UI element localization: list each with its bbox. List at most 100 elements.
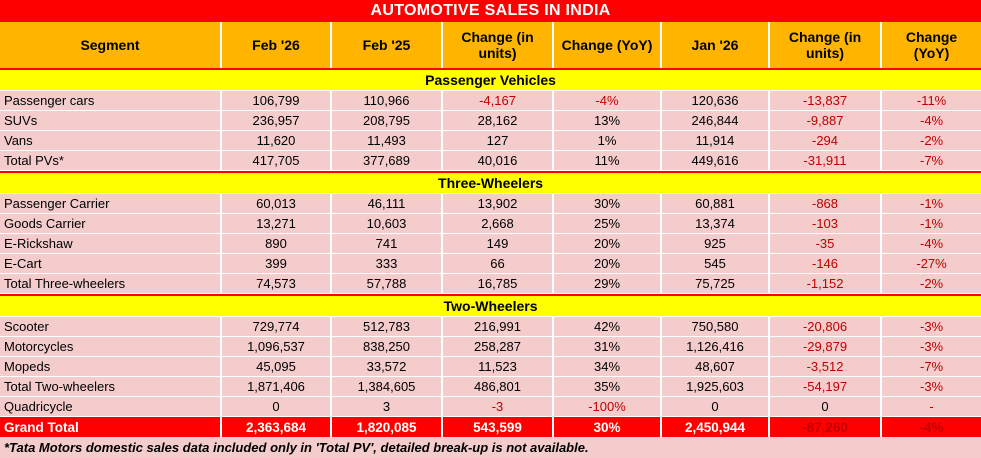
value-cell: 33,572 — [330, 357, 441, 377]
value-cell: -4% — [552, 91, 660, 111]
value-cell: 486,801 — [441, 377, 552, 397]
value-cell: 31% — [552, 337, 660, 357]
value-cell: 399 — [220, 254, 330, 274]
value-cell: -35 — [768, 234, 880, 254]
table-row: Total Three-wheelers 74,573 57,788 16,78… — [0, 274, 981, 294]
value-cell: 1,096,537 — [220, 337, 330, 357]
table-row: Total PVs* 417,705 377,689 40,016 11% 44… — [0, 151, 981, 171]
value-cell: 1,925,603 — [660, 377, 768, 397]
segment-cell: Scooter — [0, 317, 220, 337]
value-cell: 2,363,684 — [220, 417, 330, 437]
value-cell: 208,795 — [330, 111, 441, 131]
value-cell: -29,879 — [768, 337, 880, 357]
value-cell: 0 — [220, 397, 330, 417]
segment-cell: Total PVs* — [0, 151, 220, 171]
value-cell: 20% — [552, 254, 660, 274]
value-cell: -1,152 — [768, 274, 880, 294]
value-cell: 16,785 — [441, 274, 552, 294]
value-cell: -7% — [880, 151, 981, 171]
value-cell: 40,016 — [441, 151, 552, 171]
value-cell: -4,167 — [441, 91, 552, 111]
value-cell: 1,126,416 — [660, 337, 768, 357]
value-cell: 34% — [552, 357, 660, 377]
value-cell: 729,774 — [220, 317, 330, 337]
table-row: Motorcycles 1,096,537 838,250 258,287 31… — [0, 337, 981, 357]
segment-cell: Goods Carrier — [0, 214, 220, 234]
value-cell: -87,260 — [768, 417, 880, 437]
value-cell: 74,573 — [220, 274, 330, 294]
value-cell: 2,450,944 — [660, 417, 768, 437]
value-cell: -1% — [880, 194, 981, 214]
value-cell: 890 — [220, 234, 330, 254]
value-cell: -100% — [552, 397, 660, 417]
value-cell: 75,725 — [660, 274, 768, 294]
value-cell: 30% — [552, 417, 660, 437]
value-cell: 216,991 — [441, 317, 552, 337]
grand-total-label: Grand Total — [0, 417, 220, 437]
value-cell: 149 — [441, 234, 552, 254]
segment-cell: E-Rickshaw — [0, 234, 220, 254]
footnote: *Tata Motors domestic sales data include… — [0, 437, 981, 458]
value-cell: -3% — [880, 317, 981, 337]
value-cell: 333 — [330, 254, 441, 274]
col-header-jan-26: Jan '26 — [660, 22, 768, 68]
value-cell: 28,162 — [441, 111, 552, 131]
value-cell: -3% — [880, 377, 981, 397]
table-row: Vans 11,620 11,493 127 1% 11,914 -294 -2… — [0, 131, 981, 151]
value-cell: -54,197 — [768, 377, 880, 397]
value-cell: 13% — [552, 111, 660, 131]
section-header-two-wheelers: Two-Wheelers — [0, 294, 981, 317]
value-cell: 1,384,605 — [330, 377, 441, 397]
value-cell: 246,844 — [660, 111, 768, 131]
section-header-passenger-vehicles: Passenger Vehicles — [0, 68, 981, 91]
grand-total-row: Grand Total 2,363,684 1,820,085 543,599 … — [0, 417, 981, 437]
value-cell: 1,871,406 — [220, 377, 330, 397]
table-row: Goods Carrier 13,271 10,603 2,668 25% 13… — [0, 214, 981, 234]
segment-cell: Mopeds — [0, 357, 220, 377]
value-cell: 11% — [552, 151, 660, 171]
col-header-change-units-2: Change (in units) — [768, 22, 880, 68]
value-cell: 925 — [660, 234, 768, 254]
value-cell: 377,689 — [330, 151, 441, 171]
segment-cell: Total Three-wheelers — [0, 274, 220, 294]
value-cell: 11,914 — [660, 131, 768, 151]
value-cell: 35% — [552, 377, 660, 397]
value-cell: 57,788 — [330, 274, 441, 294]
value-cell: -31,911 — [768, 151, 880, 171]
value-cell: 3 — [330, 397, 441, 417]
section-title: Passenger Vehicles — [0, 68, 981, 91]
column-header-row: Segment Feb '26 Feb '25 Change (in units… — [0, 22, 981, 68]
col-header-change-units-1: Change (in units) — [441, 22, 552, 68]
segment-cell: E-Cart — [0, 254, 220, 274]
value-cell: 42% — [552, 317, 660, 337]
value-cell: 13,374 — [660, 214, 768, 234]
value-cell: -11% — [880, 91, 981, 111]
value-cell: 11,493 — [330, 131, 441, 151]
title-row: AUTOMOTIVE SALES IN INDIA — [0, 0, 981, 22]
value-cell: -4% — [880, 417, 981, 437]
footnote-row: *Tata Motors domestic sales data include… — [0, 437, 981, 458]
value-cell: -13,837 — [768, 91, 880, 111]
value-cell: 120,636 — [660, 91, 768, 111]
table-row: SUVs 236,957 208,795 28,162 13% 246,844 … — [0, 111, 981, 131]
value-cell: 449,616 — [660, 151, 768, 171]
segment-cell: Motorcycles — [0, 337, 220, 357]
value-cell: 11,620 — [220, 131, 330, 151]
value-cell: -2% — [880, 274, 981, 294]
value-cell: 13,902 — [441, 194, 552, 214]
table-row: Passenger Carrier 60,013 46,111 13,902 3… — [0, 194, 981, 214]
value-cell: -1% — [880, 214, 981, 234]
value-cell: 60,881 — [660, 194, 768, 214]
value-cell: 46,111 — [330, 194, 441, 214]
value-cell: -3 — [441, 397, 552, 417]
value-cell: 0 — [660, 397, 768, 417]
value-cell: -146 — [768, 254, 880, 274]
value-cell: 545 — [660, 254, 768, 274]
value-cell: 20% — [552, 234, 660, 254]
value-cell: -294 — [768, 131, 880, 151]
value-cell: 110,966 — [330, 91, 441, 111]
segment-cell: Total Two-wheelers — [0, 377, 220, 397]
value-cell: -20,806 — [768, 317, 880, 337]
